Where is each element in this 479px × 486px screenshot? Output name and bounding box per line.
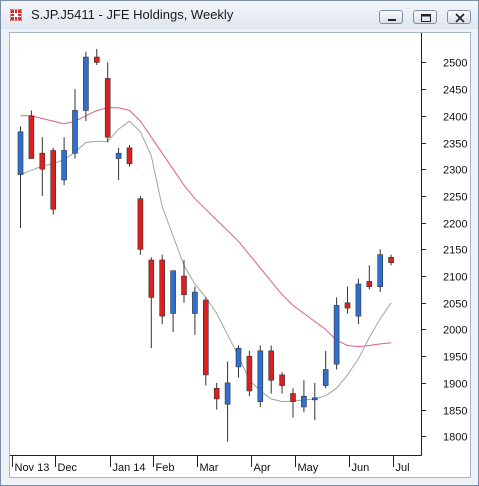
candle-body[interactable] [137,198,144,250]
candle-body[interactable] [279,374,285,386]
candle-body[interactable] [322,369,329,386]
candle-body[interactable] [115,152,122,159]
y-tick-label: 2500 [443,58,467,70]
y-tick-label: 2300 [443,165,467,177]
candle-body[interactable] [170,270,176,314]
candle-body[interactable] [203,299,209,376]
candle-body[interactable] [388,257,394,263]
candle-body[interactable] [377,254,384,288]
candle-body[interactable] [181,275,187,296]
moving-average-short [20,120,392,403]
y-tick-label: 2050 [443,299,467,311]
y-tick-label: 2100 [443,272,467,284]
candle-body[interactable] [39,152,46,170]
y-tick-label: 2150 [443,245,467,257]
candle-body[interactable] [344,302,351,309]
grid-chart-icon [10,9,22,21]
moving-average-layer [20,107,392,403]
candle-body[interactable] [148,259,155,298]
candle-body[interactable] [192,291,198,314]
candle-body[interactable] [50,150,57,210]
candle-body[interactable] [94,56,100,63]
candle-body[interactable] [246,355,253,392]
candle-body[interactable] [366,281,373,288]
candle-body[interactable] [355,283,362,317]
y-tick-label: 2400 [443,112,467,124]
candle-layer [17,49,394,442]
chart-frame: 1800 1850 1900 1950 2000 2050 2100 2150 2200 2250… [9,32,471,478]
candle-body[interactable] [235,347,242,368]
candle-body[interactable] [213,387,220,400]
window-title: S.JP.J5411 - JFE Holdings, Weekly [31,7,234,22]
candle-body[interactable] [311,397,318,401]
y-tick-label: 2450 [443,85,467,97]
candle-body[interactable] [333,305,340,365]
minimize-button[interactable] [379,10,403,24]
x-tick-label: Dec [58,462,78,474]
close-button[interactable] [447,10,471,24]
candle-body[interactable] [268,350,275,381]
y-tick-label: 2000 [443,325,467,337]
y-tick-label: 2200 [443,219,467,231]
y-tick-label: 1900 [443,379,467,391]
candle-body[interactable] [28,115,35,159]
restore-button[interactable] [413,10,437,24]
candle-body[interactable] [159,259,165,317]
x-tick-label: Jun [352,462,370,474]
x-tick-label: Jan 14 [113,462,146,474]
x-tick-label: Jul [396,462,410,474]
candle-body[interactable] [290,393,296,402]
restore-icon [421,14,431,22]
x-tick-label: Feb [156,462,175,474]
y-tick-label: 2250 [443,192,467,204]
candle-body[interactable] [301,395,307,408]
chart-axes: 1800 1850 1900 1950 2000 2050 2100 2150 2200 2250… [10,33,467,474]
y-tick-label: 1800 [443,432,467,444]
candle-body[interactable] [257,350,264,402]
close-icon [455,13,465,23]
minimize-icon [388,19,396,21]
candle-body[interactable] [104,78,111,138]
x-tick-label: Mar [200,462,219,474]
candle-body[interactable] [126,147,133,165]
x-tick-label: Nov 13 [15,462,50,474]
x-tick-label: May [298,462,319,474]
moving-average-long [20,107,392,348]
x-tick-label: Apr [254,462,271,474]
price-chart[interactable]: 1800 1850 1900 1950 2000 2050 2100 2150 2200 2250… [10,33,470,477]
y-tick-label: 1850 [443,406,467,418]
candle-body[interactable] [61,150,67,181]
candle-body[interactable] [17,131,24,175]
candle-body[interactable] [83,56,89,111]
title-bar[interactable]: S.JP.J5411 - JFE Holdings, Weekly [1,1,478,29]
y-tick-label: 2350 [443,139,467,151]
candle-body[interactable] [224,382,231,405]
candle-body[interactable] [72,110,78,154]
y-tick-label: 1950 [443,352,467,364]
